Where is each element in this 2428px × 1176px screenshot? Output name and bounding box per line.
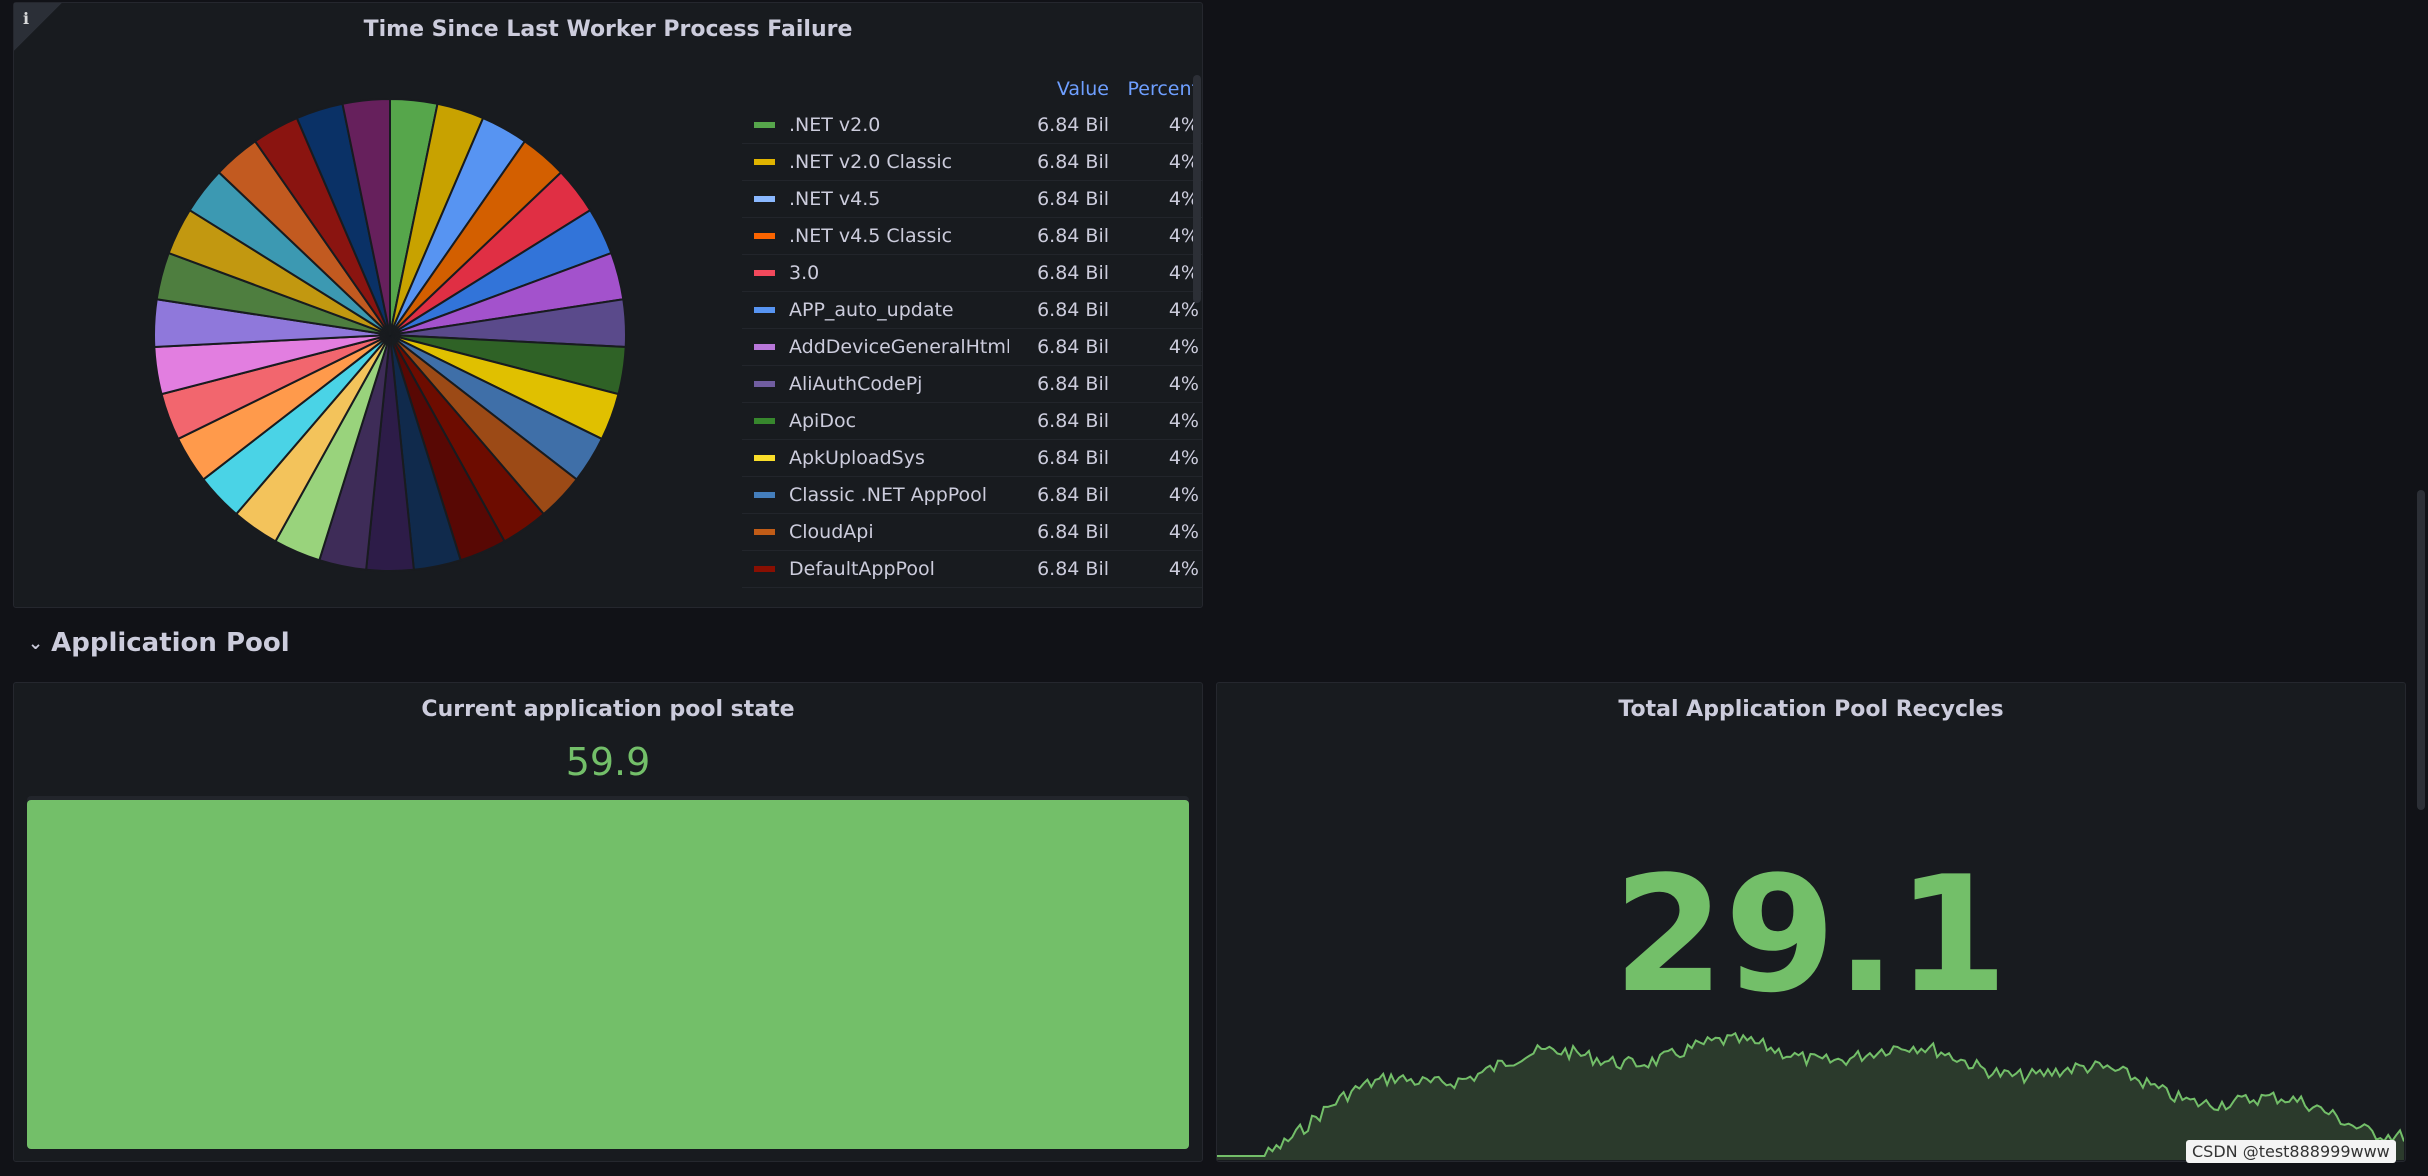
legend-item-percent: 4% [1168, 373, 1199, 395]
legend-rows: .NET v2.0 6.84 Bil 4% .NET v2.0 Classic 6.84… [742, 107, 1202, 588]
legend-item[interactable]: 3.0 6.84 Bil 4% [742, 255, 1202, 292]
legend-item-value: 6.84 Bil [1037, 336, 1109, 358]
legend-item-name: AliAuthCodePj [789, 373, 923, 395]
legend-item-name: DefaultAppPool [789, 558, 935, 580]
legend-swatch [754, 270, 775, 276]
gauge-fill-bar [27, 800, 1189, 1149]
stat-sparkline [1217, 1031, 2404, 1160]
info-icon[interactable]: i [23, 9, 30, 28]
legend-item-value: 6.84 Bil [1037, 484, 1109, 506]
legend-swatch [754, 529, 775, 535]
legend-item-percent: 4% [1168, 114, 1199, 136]
info-corner[interactable]: i [14, 3, 62, 51]
sparkline-area [1217, 1033, 2404, 1160]
legend-item-percent: 4% [1168, 521, 1199, 543]
row-header-application-pool[interactable]: ⌄ Application Pool [28, 628, 290, 658]
legend-item-value: 6.84 Bil [1037, 521, 1109, 543]
pie-panel: i Time Since Last Worker Process Failure… [13, 2, 1203, 608]
legend-item-name: Classic .NET AppPool [789, 484, 988, 506]
legend-item[interactable]: AddDeviceGeneralHtml 6.84 Bil 4% [742, 329, 1202, 366]
watermark: CSDN @test888999www [2186, 1140, 2396, 1163]
legend-swatch [754, 418, 775, 424]
legend-item[interactable]: .NET v4.5 Classic 6.84 Bil 4% [742, 218, 1202, 255]
panel-title: Time Since Last Worker Process Failure [363, 17, 853, 42]
chevron-down-icon[interactable]: ⌄ [28, 632, 44, 654]
gauge-panel-title: Current application pool state [421, 697, 795, 722]
legend-item-percent: 4% [1168, 410, 1199, 432]
stat-panel-title: Total Application Pool Recycles [1618, 697, 2004, 722]
pie-chart [153, 97, 627, 572]
legend-item-value: 6.84 Bil [1037, 558, 1109, 580]
legend-item[interactable]: Classic .NET AppPool 6.84 Bil 4% [742, 477, 1202, 514]
legend-item[interactable]: CloudApi 6.84 Bil 4% [742, 514, 1202, 551]
legend-item[interactable]: APP_auto_update 6.84 Bil 4% [742, 292, 1202, 329]
gauge-value: 59.9 [565, 740, 651, 784]
legend-item-percent: 4% [1168, 225, 1199, 247]
legend-item-percent: 4% [1168, 484, 1199, 506]
legend-swatch [754, 455, 775, 461]
pie-slice[interactable] [341, 97, 391, 336]
legend-item-name: CloudApi [789, 521, 874, 543]
stat-value: 29.1 [1613, 841, 2008, 1028]
legend-swatch [754, 196, 775, 202]
legend-item-name: ApkUploadSys [789, 447, 925, 469]
legend-swatch [754, 492, 775, 498]
legend-item-name: ApiDoc [789, 410, 857, 432]
legend-item[interactable]: .NET v2.0 Classic 6.84 Bil 4% [742, 144, 1202, 181]
legend-item-name: .NET v2.0 [789, 114, 881, 136]
legend-item[interactable]: DefaultAppPool 6.84 Bil 4% [742, 551, 1202, 588]
legend-item-percent: 4% [1168, 299, 1199, 321]
legend-item-name: APP_auto_update [789, 299, 954, 321]
legend-item-name: 3.0 [789, 262, 820, 284]
legend-header-value[interactable]: Value [1056, 78, 1109, 100]
legend-swatch [754, 381, 775, 387]
legend-item[interactable]: .NET v4.5 6.84 Bil 4% [742, 181, 1202, 218]
legend-swatch [754, 233, 775, 239]
legend-item-value: 6.84 Bil [1037, 262, 1109, 284]
legend-item-name: .NET v4.5 [789, 188, 881, 210]
legend-swatch [754, 307, 775, 313]
legend-item-name: AddDeviceGeneralHtml [789, 336, 1009, 358]
legend-swatch [754, 159, 775, 165]
legend-item-value: 6.84 Bil [1037, 299, 1109, 321]
legend-item-name: .NET v2.0 Classic [789, 151, 953, 173]
legend-item-percent: 4% [1168, 188, 1199, 210]
legend-scrollbar[interactable] [1193, 75, 1201, 303]
legend-item[interactable]: .NET v2.0 6.84 Bil 4% [742, 107, 1202, 144]
page-scrollbar[interactable] [2417, 490, 2425, 810]
legend-item-value: 6.84 Bil [1037, 447, 1109, 469]
legend-swatch [754, 566, 775, 572]
legend-item[interactable]: ApkUploadSys 6.84 Bil 4% [742, 440, 1202, 477]
legend-item-value: 6.84 Bil [1037, 373, 1109, 395]
legend-item-percent: 4% [1168, 262, 1199, 284]
legend-item-percent: 4% [1168, 447, 1199, 469]
legend-header-percent[interactable]: Percent [1127, 78, 1200, 100]
sparkline-line [1217, 1031, 2404, 1157]
row-title: Application Pool [51, 628, 290, 658]
legend-item-percent: 4% [1168, 558, 1199, 580]
legend-item[interactable]: AliAuthCodePj 6.84 Bil 4% [742, 366, 1202, 403]
legend-item[interactable]: ApiDoc 6.84 Bil 4% [742, 403, 1202, 440]
legend-swatch [754, 344, 775, 350]
legend-item-name: .NET v4.5 Classic [789, 225, 953, 247]
legend-item-percent: 4% [1168, 336, 1199, 358]
pie-legend: Value Percent .NET v2.0 6.84 Bil 4% .NET v2… [742, 71, 1202, 588]
legend-item-value: 6.84 Bil [1037, 151, 1109, 173]
legend-item-value: 6.84 Bil [1037, 114, 1109, 136]
legend-item-percent: 4% [1168, 151, 1199, 173]
legend-item-value: 6.84 Bil [1037, 225, 1109, 247]
legend-header: Value Percent [742, 71, 1202, 107]
legend-swatch [754, 122, 775, 128]
legend-item-value: 6.84 Bil [1037, 188, 1109, 210]
legend-item-value: 6.84 Bil [1037, 410, 1109, 432]
